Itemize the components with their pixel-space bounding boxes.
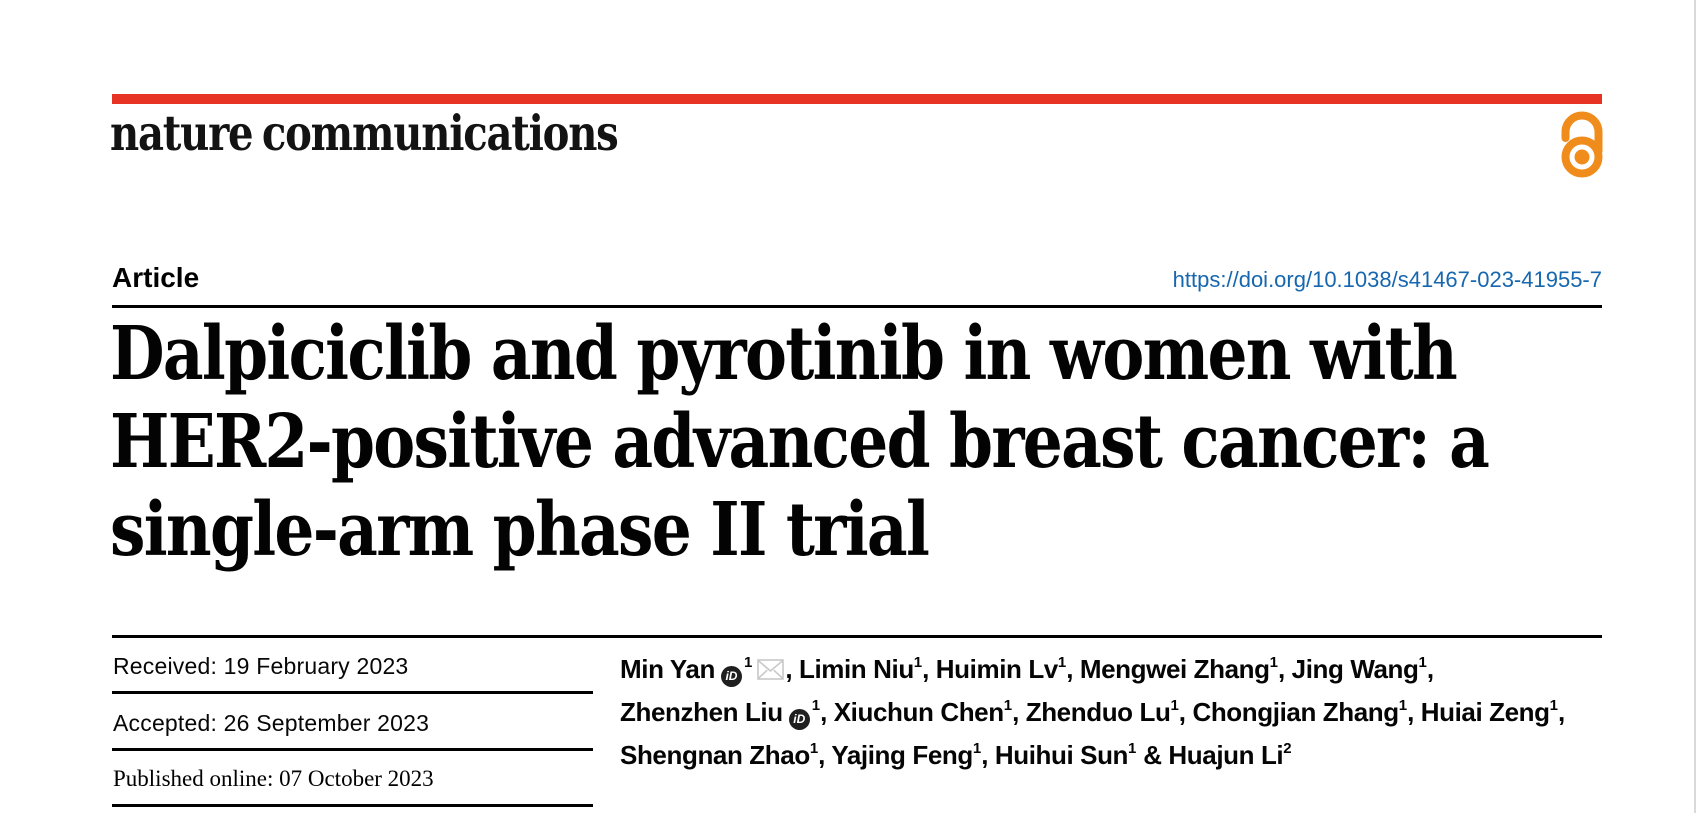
author-line: Min Yan iD1 , Limin Niu1, Huimin Lv1, Men…: [620, 648, 1620, 691]
affiliation-superscript: 2: [1283, 740, 1292, 758]
affiliation-superscript: 1: [972, 740, 982, 758]
affiliation-superscript: 1: [1549, 697, 1558, 715]
author-name-text: , Limin Niu: [785, 654, 914, 684]
published-online-date: Published online: 07 October 2023: [113, 766, 434, 791]
article-type-label: Article: [112, 262, 200, 293]
affiliation-superscript: 1: [743, 654, 753, 672]
email-envelope-icon[interactable]: [757, 659, 785, 680]
accepted-date: Accepted: 26 September 2023: [113, 710, 430, 736]
header-divider-rule: [112, 305, 1602, 308]
author-name-text: , Mengwei Zhang: [1066, 654, 1270, 684]
author-name-text: Zhenzhen Liu: [620, 697, 783, 727]
paper-title-line: HER2-positive advanced breast cancer: a: [110, 399, 1490, 485]
author-name-text: , Chongjian Zhang: [1178, 697, 1399, 727]
affiliation-superscript: 1: [809, 740, 819, 758]
journal-wordmark: nature communications: [110, 104, 619, 162]
author-line: Zhenzhen Liu iD1, Xiuchun Chen1, Zhenduo …: [620, 691, 1620, 734]
author-name-text: , Xiuchun Chen: [820, 697, 1004, 727]
affiliation-superscript: 1: [1398, 697, 1408, 715]
affiliation-superscript: 1: [1269, 654, 1278, 672]
affiliation-superscript: 1: [1418, 654, 1427, 672]
paper-title: Dalpiciclib and pyrotinib in women with …: [110, 310, 1606, 574]
author-name-text: , Jing Wang: [1278, 654, 1419, 684]
author-name-text: , Huiai Zeng: [1407, 697, 1550, 727]
orcid-icon[interactable]: iD: [720, 666, 742, 687]
author-name-text: & Huajun Li: [1136, 740, 1284, 770]
orcid-icon[interactable]: iD: [788, 709, 810, 730]
affiliation-superscript: 1: [1057, 654, 1067, 672]
paper-title-line: Dalpiciclib and pyrotinib in women with: [110, 311, 1458, 397]
doi-link[interactable]: https://doi.org/10.1038/s41467-023-41955…: [1172, 267, 1602, 292]
affiliation-superscript: 1: [913, 654, 923, 672]
paper-title-line: single-arm phase II trial: [110, 487, 930, 573]
author-line: Shengnan Zhao1, Yajing Feng1, Huihui Sun…: [620, 734, 1620, 777]
page-edge-line: [1694, 0, 1696, 813]
author-name-text: , Yajing Feng: [818, 740, 973, 770]
journal-accent-bar: [112, 94, 1602, 104]
author-name-text: ,: [1557, 697, 1565, 727]
author-name-text: , Huimin Lv: [922, 654, 1058, 684]
received-divider-rule: [112, 691, 593, 694]
author-name-text: Shengnan Zhao: [620, 740, 810, 770]
affiliation-superscript: 1: [1128, 740, 1137, 758]
published-divider-rule: [112, 804, 593, 807]
affiliation-superscript: 1: [811, 697, 821, 715]
accepted-divider-rule: [112, 748, 593, 751]
author-name-text: , Zhenduo Lu: [1012, 697, 1171, 727]
received-date: Received: 19 February 2023: [113, 653, 409, 679]
open-access-lock-icon: [1561, 111, 1603, 178]
author-lines: Min Yan iD1 , Limin Niu1, Huimin Lv1, Men…: [620, 648, 1620, 777]
affiliation-superscript: 1: [1170, 697, 1179, 715]
author-name-text: Min Yan: [620, 654, 715, 684]
metadata-top-rule: [112, 635, 1602, 638]
author-name-text: ,: [1426, 654, 1434, 684]
author-name-text: , Huihui Sun: [981, 740, 1129, 770]
affiliation-superscript: 1: [1003, 697, 1013, 715]
